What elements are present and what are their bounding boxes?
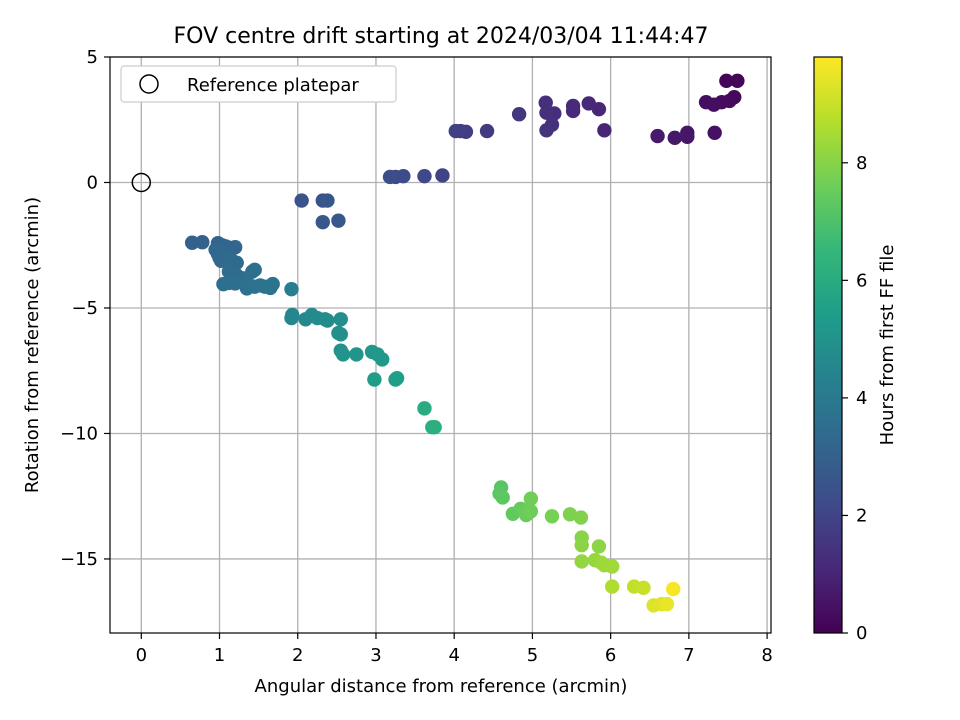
data-point [650,128,665,144]
data-point [659,596,675,612]
y-tick-label: −15 [60,549,98,570]
x-axis-label: Angular distance from reference (arcmin) [255,676,628,697]
y-tick-label: 5 [87,47,98,68]
colorbar-tick-label: 2 [856,505,867,526]
legend-box [120,65,397,103]
y-tick-label: −10 [60,423,98,444]
data-point [382,169,398,185]
x-axis-ticks: 0 1 2 3 4 5 6 7 8 [136,633,773,666]
x-tick-label: 1 [214,645,225,666]
data-point [680,129,695,145]
data-point [636,580,651,596]
data-point [698,94,714,110]
data-point [523,504,539,519]
data-point [539,123,554,138]
data-point [367,372,382,387]
data-point [247,262,262,278]
legend: Reference platepar [120,65,397,103]
data-point [511,107,527,122]
data-point [574,537,589,553]
data-point [227,276,243,291]
x-tick-label: 7 [683,645,694,666]
data-point [719,73,734,89]
data-point [573,510,589,525]
data-point [315,214,330,230]
data-point [389,371,405,386]
data-point [448,123,463,139]
data-point [597,123,612,138]
y-axis-ticks: 5 0 −5 −10 −15 [60,47,110,570]
data-point [331,213,346,228]
colorbar-tick-label: 0 [856,623,867,644]
data-point [605,559,620,574]
data-point [284,310,299,326]
y-tick-label: 0 [87,172,98,193]
data-point [730,73,745,89]
data-point [333,312,348,327]
x-tick-label: 0 [136,645,147,666]
chart-title: FOV centre drift starting at 2024/03/04 … [174,24,709,49]
data-point [294,193,309,208]
data-point [707,125,722,140]
data-point [539,105,554,120]
colorbar-tick-label: 8 [856,153,867,174]
colorbar: 0 2 4 6 8 Hours from first FF file [813,56,898,644]
data-point [349,347,364,362]
data-point [666,581,681,597]
colorbar-gradient [813,56,843,634]
data-point [216,276,231,292]
plot-frame [110,57,771,633]
colorbar-tick-label: 6 [856,270,867,291]
legend-label: Reference platepar [187,75,359,96]
x-tick-label: 3 [370,645,381,666]
data-point [320,313,335,328]
data-point [591,539,607,554]
legend-marker [139,74,159,94]
data-point [417,401,432,416]
data-point [427,419,442,435]
data-point [523,491,539,506]
data-point [479,123,495,139]
data-point [562,507,578,522]
data-point [605,579,620,594]
colorbar-tick-label: 4 [856,388,867,409]
data-point [417,169,432,184]
data-point [320,193,335,208]
data-point [581,96,596,111]
colorbar-label: Hours from first FF file [877,245,898,446]
data-point [184,235,200,250]
reference-point [131,172,152,193]
colorbar-ticks: 0 2 4 6 8 [842,153,867,644]
data-point [544,509,560,524]
data-point [495,490,510,505]
data-point [265,276,280,292]
x-tick-label: 8 [761,645,772,666]
data-point [335,347,351,362]
data-point [375,352,390,367]
data-point [574,554,589,569]
x-tick-label: 2 [292,645,303,666]
plot-border [109,56,772,634]
data-point [284,281,299,297]
y-axis-label: Rotation from reference (arcmin) [22,197,43,493]
x-tick-label: 4 [448,645,459,666]
y-tick-label: −5 [71,298,98,319]
scatter-points [184,73,745,613]
data-point [195,235,210,250]
data-point [435,168,450,183]
data-point [565,103,581,119]
data-point [333,327,348,342]
plot-area: 0 1 2 3 4 5 6 7 8 5 0 −5 −10 −15 [60,47,773,666]
data-point [667,130,682,146]
x-tick-label: 5 [527,645,538,666]
x-tick-label: 6 [605,645,616,666]
